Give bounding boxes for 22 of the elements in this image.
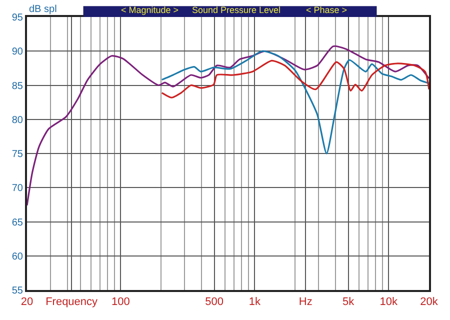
y-tick-label: 65 [12,217,24,228]
x-tick-label: 20k [420,296,438,308]
y-tick-label: 70 [12,183,24,194]
y-tick-label: 85 [12,80,24,92]
y-tick-label: 95 [12,12,24,24]
y-tick-label: 55 [12,286,24,296]
x-tick-label: 100 [111,296,130,308]
x-tick-label: Hz [298,296,312,308]
x-tick-label: 1k [248,296,261,308]
y-tick-label: 60 [12,251,24,262]
text: < Magnitude > [121,5,179,15]
x-tick-label: 500 [205,296,224,308]
text: < Phase > [306,5,348,15]
x-tick-label: 20 [20,296,34,308]
x-tick-label: Frequency [46,296,98,308]
x-tick-label: 5k [342,296,355,308]
x-tick-label: 10k [380,296,398,308]
y-axis-title: dB spl [29,4,57,15]
y-tick-label: 90 [12,46,24,58]
chart-title: Sound Pressure Level [192,5,281,15]
y-tick-label: 80 [12,114,24,126]
y-tick-label: 75 [12,149,24,160]
